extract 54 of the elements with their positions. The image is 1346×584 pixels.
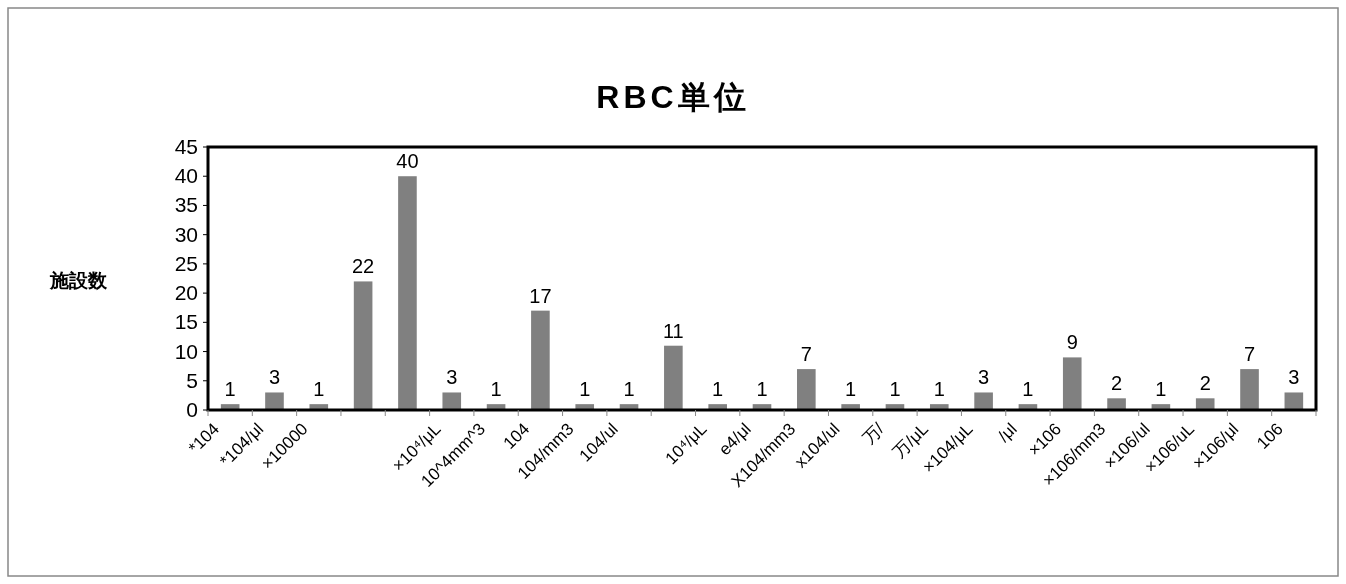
data-label: 22 [351, 255, 375, 278]
data-label: 7 [800, 343, 812, 366]
bar [1284, 392, 1304, 410]
bar [1195, 398, 1215, 410]
bar [531, 310, 550, 410]
data-label: 1 [933, 378, 945, 401]
data-label: 11 [662, 319, 684, 342]
y-tick-label: 15 [174, 310, 198, 334]
data-label: 1 [889, 378, 901, 401]
data-label: 1 [623, 378, 635, 401]
bar [664, 345, 683, 410]
data-label: 1 [1155, 378, 1167, 401]
data-label: 1 [313, 378, 325, 401]
y-tick-label: 25 [174, 251, 198, 275]
data-label: 1 [224, 378, 236, 401]
data-label: 2 [1111, 372, 1123, 395]
bar [265, 392, 284, 410]
y-tick-label: 30 [174, 222, 198, 246]
bar [1107, 398, 1126, 410]
data-label: 1 [845, 378, 857, 401]
data-label: 2 [1199, 372, 1211, 395]
bar [442, 392, 462, 410]
y-tick-label: 10 [174, 339, 198, 363]
x-tick-label: *104 [184, 419, 223, 458]
data-label: 40 [396, 150, 419, 173]
x-tick-label: 万/ [858, 419, 888, 449]
data-label: 1 [490, 378, 502, 401]
data-label: 9 [1066, 331, 1078, 354]
data-label: 7 [1243, 343, 1256, 366]
bar [1240, 369, 1259, 410]
y-tick-label: 5 [186, 368, 198, 392]
bar [353, 281, 373, 410]
y-tick-label: 20 [174, 281, 198, 305]
data-label: 1 [712, 378, 724, 401]
y-axis-title: 施設数 [48, 269, 108, 291]
bar [1062, 357, 1082, 410]
data-label: 3 [268, 366, 281, 389]
y-tick-label: 45 [174, 135, 198, 158]
y-tick-label: 35 [174, 193, 198, 217]
data-label: 17 [529, 284, 552, 307]
data-label: 3 [978, 366, 990, 389]
x-tick-label: /μl [994, 419, 1021, 446]
chart-title: RBC単位 [596, 79, 750, 115]
data-label: 1 [756, 378, 768, 401]
y-tick-label: 40 [174, 164, 198, 188]
data-label: 1 [1022, 378, 1034, 401]
data-label: 1 [579, 378, 591, 401]
data-label: 3 [1288, 366, 1300, 389]
bar [398, 176, 417, 410]
data-label: 3 [446, 366, 458, 389]
bar [797, 369, 816, 410]
y-tick-label: 0 [186, 398, 198, 421]
bar [974, 392, 993, 410]
x-tick-label: 106 [1253, 419, 1287, 453]
